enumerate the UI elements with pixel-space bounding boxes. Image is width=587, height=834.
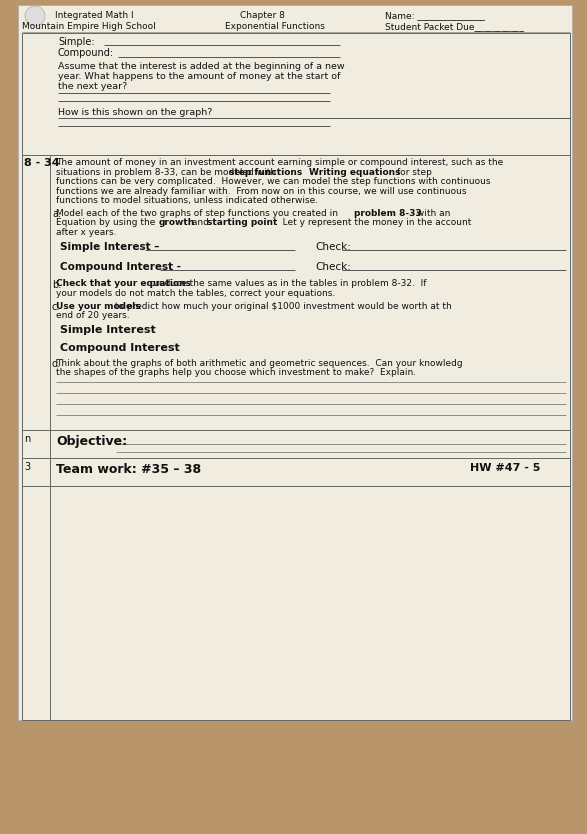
Text: Check:: Check: bbox=[315, 262, 351, 272]
Text: functions can be very complicated.  However, we can model the step functions wit: functions can be very complicated. Howev… bbox=[56, 177, 491, 186]
Text: Mountain Empire High School: Mountain Empire High School bbox=[22, 22, 156, 31]
Text: functions we are already familiar with.  From now on in this course, we will use: functions we are already familiar with. … bbox=[56, 187, 467, 195]
Text: Check:: Check: bbox=[315, 242, 351, 252]
Text: Writing equations: Writing equations bbox=[309, 168, 401, 177]
Circle shape bbox=[25, 6, 45, 26]
Text: for step: for step bbox=[394, 168, 432, 177]
Text: Use your models: Use your models bbox=[56, 302, 141, 311]
Text: Objective:: Objective: bbox=[56, 435, 127, 448]
Text: How is this shown on the graph?: How is this shown on the graph? bbox=[58, 108, 212, 117]
Text: a.: a. bbox=[52, 208, 61, 219]
Text: Student Packet Due___________: Student Packet Due___________ bbox=[385, 22, 524, 31]
Text: d.: d. bbox=[52, 359, 61, 369]
Text: 3: 3 bbox=[24, 461, 30, 471]
Bar bbox=[18, 5, 572, 720]
Text: Name: _______________: Name: _______________ bbox=[385, 11, 485, 20]
Text: your models do not match the tables, correct your equations.: your models do not match the tables, cor… bbox=[56, 289, 335, 298]
Text: Model each of the two graphs of step functions you created in: Model each of the two graphs of step fun… bbox=[56, 208, 341, 218]
Text: the shapes of the graphs help you choose which investment to make?  Explain.: the shapes of the graphs help you choose… bbox=[56, 368, 416, 377]
Text: HW #47 - 5: HW #47 - 5 bbox=[470, 463, 541, 473]
Text: Integrated Math I: Integrated Math I bbox=[55, 11, 134, 20]
Text: Compound Interest -: Compound Interest - bbox=[60, 262, 181, 272]
Text: after x years.: after x years. bbox=[56, 228, 116, 237]
Text: Think about the graphs of both arithmetic and geometric sequences.  Can your kno: Think about the graphs of both arithmeti… bbox=[56, 359, 463, 368]
Text: The amount of money in an investment account earning simple or compound interest: The amount of money in an investment acc… bbox=[56, 158, 503, 167]
Text: year. What happens to the amount of money at the start of: year. What happens to the amount of mone… bbox=[58, 72, 340, 81]
Text: to predict how much your original $1000 investment would be worth at th: to predict how much your original $1000 … bbox=[112, 302, 451, 311]
Text: Exponential Functions: Exponential Functions bbox=[225, 22, 325, 31]
Text: 8 - 34: 8 - 34 bbox=[24, 158, 60, 168]
Text: produce the same values as in the tables in problem 8-32.  If: produce the same values as in the tables… bbox=[147, 279, 427, 289]
Text: Check that your equations: Check that your equations bbox=[56, 279, 191, 289]
Text: Chapter 8: Chapter 8 bbox=[240, 11, 285, 20]
Text: step functions: step functions bbox=[229, 168, 302, 177]
Text: Simple Interest: Simple Interest bbox=[60, 324, 156, 334]
Text: c.: c. bbox=[52, 302, 60, 312]
Text: .: . bbox=[299, 168, 308, 177]
Text: and: and bbox=[189, 218, 212, 227]
Text: n: n bbox=[24, 434, 31, 444]
Text: functions to model situations, unless indicated otherwise.: functions to model situations, unless in… bbox=[56, 196, 318, 205]
Text: .  Let y represent the money in the account: . Let y represent the money in the accou… bbox=[274, 218, 471, 227]
Text: Team work: #35 – 38: Team work: #35 – 38 bbox=[56, 463, 201, 475]
Text: Equation by using the: Equation by using the bbox=[56, 218, 158, 227]
Text: situations in problem 8-33, can be modeled with: situations in problem 8-33, can be model… bbox=[56, 168, 279, 177]
Text: the next year?: the next year? bbox=[58, 82, 127, 91]
Text: Compound Interest: Compound Interest bbox=[60, 343, 180, 353]
Text: Simple:: Simple: bbox=[58, 37, 95, 47]
Text: growth: growth bbox=[159, 218, 195, 227]
Text: Compound:: Compound: bbox=[58, 48, 114, 58]
Text: end of 20 years.: end of 20 years. bbox=[56, 312, 130, 320]
Text: problem 8-33: problem 8-33 bbox=[354, 208, 421, 218]
Text: starting point: starting point bbox=[207, 218, 278, 227]
Text: with an: with an bbox=[414, 208, 450, 218]
Bar bbox=[22, 33, 570, 155]
Text: Simple Interest –: Simple Interest – bbox=[60, 242, 160, 252]
Text: b.: b. bbox=[52, 279, 61, 289]
Text: Assume that the interest is added at the beginning of a new: Assume that the interest is added at the… bbox=[58, 62, 345, 71]
